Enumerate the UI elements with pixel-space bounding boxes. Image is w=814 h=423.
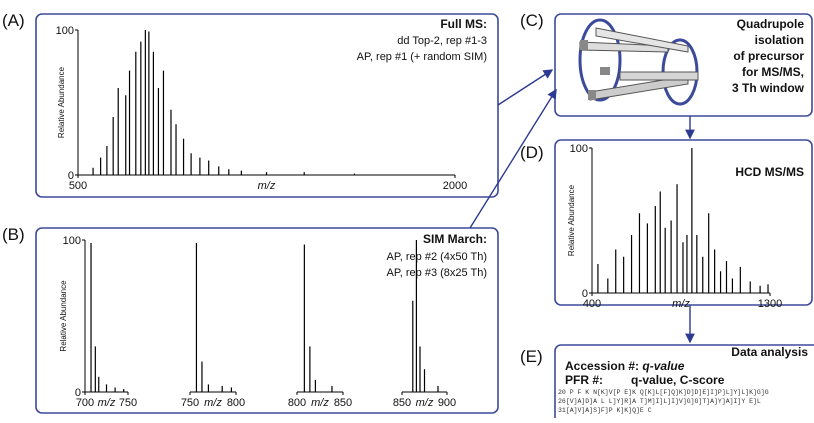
panel-note: for MS/MS, [742,65,804,79]
x-tick-label: 900 [438,397,456,409]
x-axis-label: m/z [672,298,690,310]
panel-note: 3 Th window [732,81,805,95]
panel-d-box [554,139,813,306]
panel-note: AP, rep #2 (4x50 Th) [387,251,488,263]
panel-title: HCD MS/MS [735,165,804,179]
x-tick-label: 700 [76,397,94,409]
panel-note: Quadrupole [737,17,805,31]
panel-label: (E) [520,347,543,366]
panel-e-box [554,344,814,423]
panel-title: Data analysis [731,345,808,359]
panel-label: (B) [2,225,25,244]
panel-label: (D) [520,143,544,162]
panel-note: AP, rep #3 (8x25 Th) [387,267,488,279]
value: q-value [642,359,684,373]
x-tick-label: 800 [288,397,306,409]
panel-label: (A) [2,11,25,30]
value: q-value, C-score [631,373,725,387]
field: Accession #: q-value [565,359,685,373]
y-axis-label: Relative Abundance [59,280,68,352]
x-tick-label: 750 [119,397,137,409]
panel-note: isolation [755,33,804,47]
panel-title: Full MS: [440,17,487,31]
x-axis-label: m/z [258,180,276,192]
x-tick-label: 400 [583,298,601,310]
x-tick-label: 2000 [443,180,467,192]
sequence: 26[V]A]D]A L L]Y]R]A T]M]I]L]I]V]G]G]T]A… [558,398,761,405]
x-axis-label: m/z [416,397,434,409]
y-axis-label: Relative Abundance [567,184,576,256]
y-axis-label: Relative Abundance [57,66,66,138]
arrow [469,88,557,229]
panel-b-box [35,227,499,414]
label: PFR #: [565,373,603,387]
x-tick-label: 800 [227,397,245,409]
field: PFR #: q-value, C-score [565,373,725,387]
x-tick-label: 850 [393,397,411,409]
y-tick-label: 0 [75,387,81,399]
panel-note: of precursor [733,49,804,63]
x-tick-label: 1300 [758,298,782,310]
y-tick-label: 100 [63,235,81,247]
sequence: 20 P F K N[K]V[P E]K Q[K]L[F]Q]K]D]D]E]I… [558,389,769,396]
x-axis-label: m/z [204,397,222,409]
x-axis-label: m/z [98,397,116,409]
y-tick-label: 100 [570,143,588,155]
quadrupole [578,18,699,106]
arrow [497,69,554,106]
y-tick-label: 0 [68,170,74,182]
panel-a-box [35,13,499,198]
panel-note: AP, rep #1 (+ random SIM) [357,51,487,63]
y-tick-label: 0 [582,288,588,300]
panel-note: dd Top-2, rep #1-3 [397,35,487,47]
panel-label: (C) [520,11,544,30]
x-tick-label: 500 [69,180,87,192]
panel-title: SIM March: [423,232,487,246]
panel-c-box [554,13,813,117]
y-tick-label: 100 [56,25,74,37]
x-tick-label: 850 [334,397,352,409]
x-tick-label: 750 [181,397,199,409]
sequence: 31[A]V]A]S]F]P K]K]Q]E C [558,407,652,414]
label: Accession #: [565,359,639,373]
x-axis-label: m/z [311,397,329,409]
